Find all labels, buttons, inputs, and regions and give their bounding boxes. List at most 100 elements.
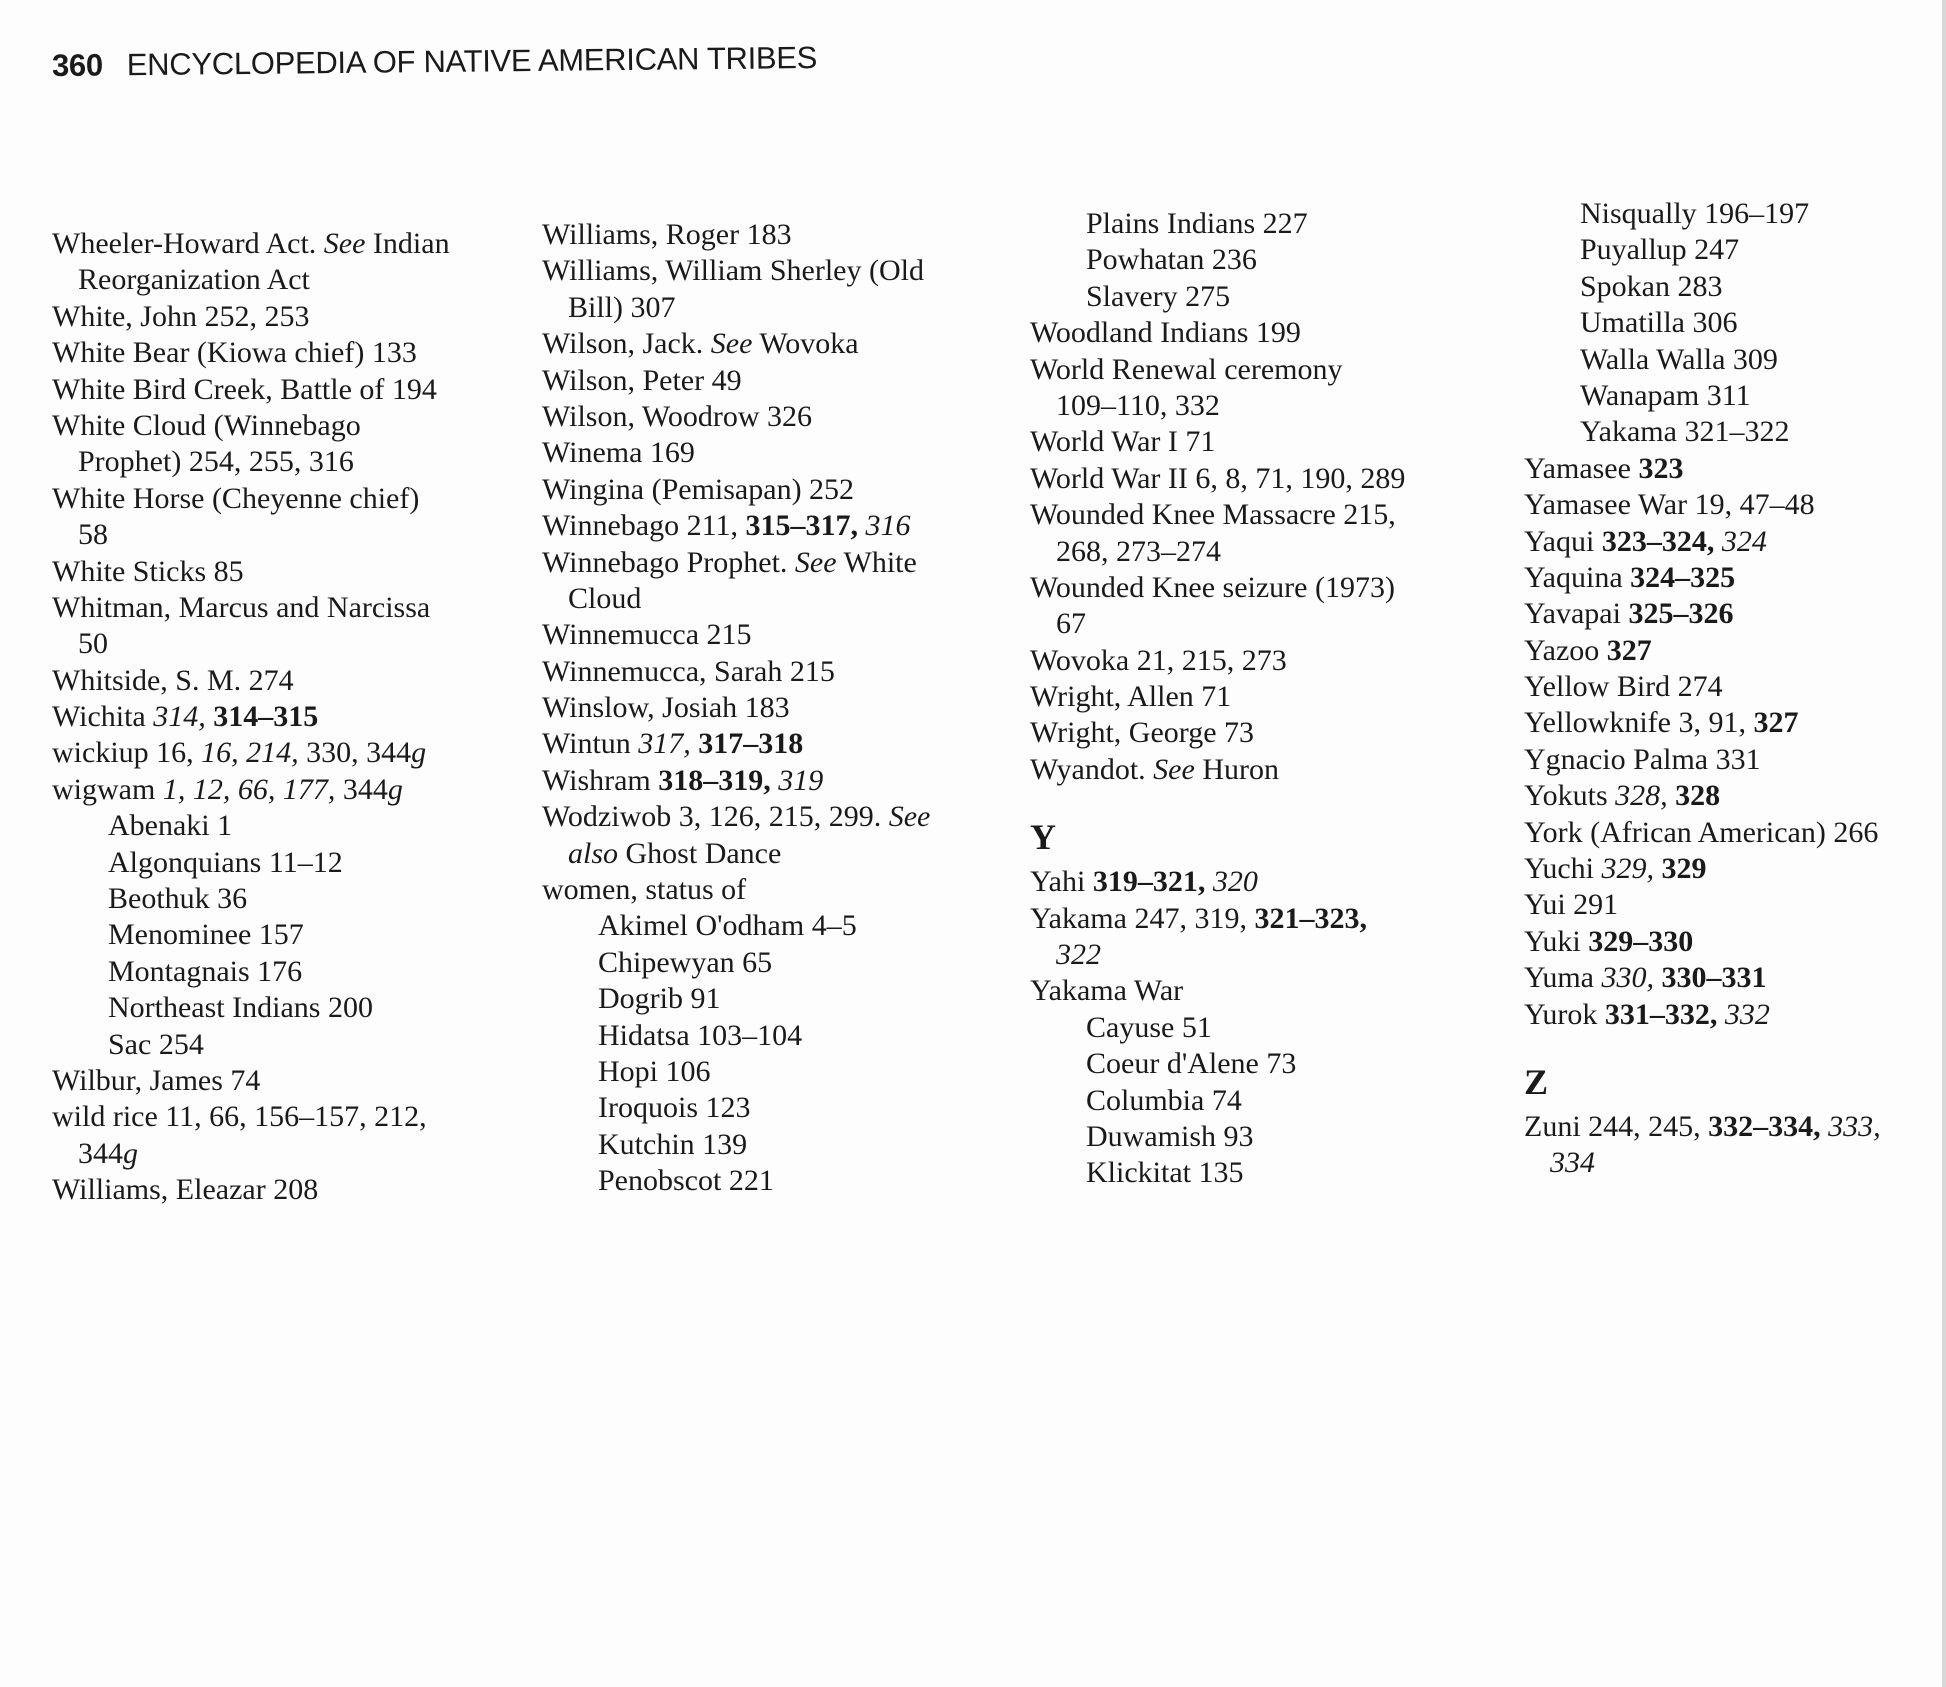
entry-line: Williams, Eleazar 208: [52, 1172, 450, 1208]
entry-line: Montagnais 176: [52, 954, 450, 990]
entry-line: White Horse (Cheyenne chief): [52, 481, 450, 517]
entry-line: wigwam 1, 12, 66, 177, 344g: [52, 772, 450, 808]
index-entry: White Bird Creek, Battle of 194: [52, 372, 450, 408]
entry-text: 50: [78, 627, 108, 661]
entry-text: Indian: [365, 227, 450, 260]
entry-line: Yavapai 325–326: [1524, 596, 1881, 632]
entry-text: World Renewal ceremony: [1030, 352, 1343, 386]
entry-text: Yaquina: [1524, 560, 1631, 594]
entry-text: White Sticks 85: [52, 554, 244, 588]
entry-line: Wodziwob 3, 126, 215, 299. See: [542, 799, 930, 835]
index-entry: White Sticks 85: [52, 554, 450, 590]
entry-text: Reorganization Act: [78, 263, 310, 297]
italic-text: 320: [1212, 865, 1258, 899]
index-subentry: Abenaki 1: [52, 808, 450, 844]
entry-line: 344g: [52, 1136, 450, 1172]
index-subentry: Yakama 321–322: [1524, 414, 1881, 450]
index-entry: Yellow Bird 274: [1524, 669, 1881, 705]
entry-line: Yakama War: [1030, 973, 1405, 1009]
main-page-ref: 318–319,: [658, 763, 779, 797]
entry-text: Wanapam 311: [1580, 378, 1751, 412]
entry-text: Algonquians 11–12: [108, 845, 343, 879]
entry-text: Ghost Dance: [618, 836, 782, 870]
entry-line: White Cloud (Winnebago: [52, 408, 450, 444]
entry-line: Prophet) 254, 255, 316: [52, 444, 450, 480]
index-subentry: Sac 254: [52, 1027, 450, 1063]
entry-line: 58: [52, 517, 450, 553]
entry-line: Yellow Bird 274: [1524, 669, 1881, 705]
index-entry: Wichita 314, 314–315: [52, 699, 450, 735]
entry-text: Coeur d'Alene 73: [1086, 1047, 1297, 1081]
italic-text: 324: [1721, 524, 1767, 558]
italic-text: 334: [1550, 1146, 1595, 1180]
index-subentry: Penobscot 221: [542, 1163, 930, 1199]
entry-line: Cayuse 51: [1030, 1010, 1405, 1046]
index-entry: Wheeler-Howard Act. See Indian Reorganiza…: [52, 226, 450, 299]
entry-line: Kutchin 139: [542, 1127, 930, 1163]
entry-line: Zuni 244, 245, 332–334, 333,: [1524, 1109, 1881, 1145]
entry-line: Coeur d'Alene 73: [1030, 1046, 1405, 1082]
index-subentry: Menominee 157: [52, 917, 450, 953]
entry-line: Dogrib 91: [542, 981, 930, 1017]
entry-line: White Bird Creek, Battle of 194: [52, 372, 450, 408]
index-entry: Yaqui 323–324, 324: [1524, 524, 1881, 560]
index-subentry: Chipewyan 65: [542, 945, 930, 981]
index-entry: Wodziwob 3, 126, 215, 299. See also Ghost…: [542, 799, 930, 872]
entry-text: Nisqually 196–197: [1580, 197, 1810, 230]
entry-text: Winnebago Prophet.: [542, 545, 795, 579]
entry-line: Columbia 74: [1030, 1083, 1405, 1119]
index-entry: Yakama 247, 319, 321–323, 322: [1030, 901, 1405, 974]
italic-text: See: [888, 800, 931, 834]
entry-text: Duwamish 93: [1086, 1119, 1254, 1153]
index-entry: Whitside, S. M. 274: [52, 663, 450, 699]
entry-text: World War II 6, 8, 71, 190, 289: [1030, 461, 1406, 495]
italic-text: 319: [778, 763, 824, 797]
entry-line: 67: [1030, 606, 1405, 642]
main-page-ref: 327: [1606, 633, 1652, 667]
entry-text: women, status of: [542, 873, 747, 907]
index-entry: Wright, George 73: [1030, 715, 1405, 751]
italic-text: g: [387, 772, 403, 806]
entry-text: Wingina (Pemisapan) 252: [542, 472, 855, 506]
entry-line: Nisqually 196–197: [1524, 196, 1881, 232]
entry-text: Wilson, Jack.: [542, 327, 711, 361]
entry-line: Wyandot. See Huron: [1030, 752, 1405, 788]
index-entry: World War I 71: [1030, 424, 1405, 460]
entry-line: Winema 169: [542, 435, 930, 471]
entry-text: Wovoka 21, 215, 273: [1030, 643, 1287, 677]
italic-text: g: [411, 736, 427, 770]
main-page-ref: 331–332,: [1604, 997, 1725, 1031]
index-entry: Yellowknife 3, 91, 327: [1524, 705, 1881, 741]
italic-text: 316: [865, 509, 911, 543]
entry-line: Yahi 319–321, 320: [1030, 864, 1405, 900]
main-page-ref: 329: [1661, 852, 1707, 886]
italic-text: See: [794, 545, 837, 579]
entry-text: Yellow Bird 274: [1524, 670, 1723, 704]
entry-text: Northeast Indians 200: [108, 991, 373, 1025]
index-entry: Yamasee War 19, 47–48: [1524, 487, 1881, 523]
entry-text: Wounded Knee Massacre 215,: [1030, 498, 1396, 532]
main-page-ref: 323: [1638, 451, 1684, 485]
index-entry: World War II 6, 8, 71, 190, 289: [1030, 461, 1405, 497]
index-entry: Yuma 330, 330–331: [1524, 960, 1881, 996]
entry-text: Zuni 244, 245,: [1524, 1109, 1709, 1143]
index-entry: White, John 252, 253: [52, 299, 450, 335]
entry-line: 268, 273–274: [1030, 534, 1405, 570]
entry-line: Winslow, Josiah 183: [542, 690, 930, 726]
italic-text: See: [710, 327, 753, 361]
entry-text: 330, 344: [306, 736, 412, 770]
entry-line: White Sticks 85: [52, 554, 450, 590]
entry-line: Abenaki 1: [52, 808, 450, 844]
index-subentry: Dogrib 91: [542, 981, 930, 1017]
entry-line: Menominee 157: [52, 917, 450, 953]
entry-line: Ygnacio Palma 331: [1524, 742, 1881, 778]
index-subentry: Spokan 283: [1524, 269, 1881, 305]
entry-text: Sac 254: [108, 1027, 204, 1061]
entry-text: York (African American) 266: [1524, 815, 1879, 849]
entry-text: Powhatan 236: [1086, 243, 1257, 277]
index-subentry: Duwamish 93: [1030, 1119, 1405, 1155]
running-header: 360 ENCYCLOPEDIA OF NATIVE AMERICAN TRIBE…: [52, 40, 817, 84]
entry-line: White, John 252, 253: [52, 299, 450, 335]
entry-text: Yakama 321–322: [1580, 415, 1790, 449]
index-subentry: Columbia 74: [1030, 1083, 1405, 1119]
